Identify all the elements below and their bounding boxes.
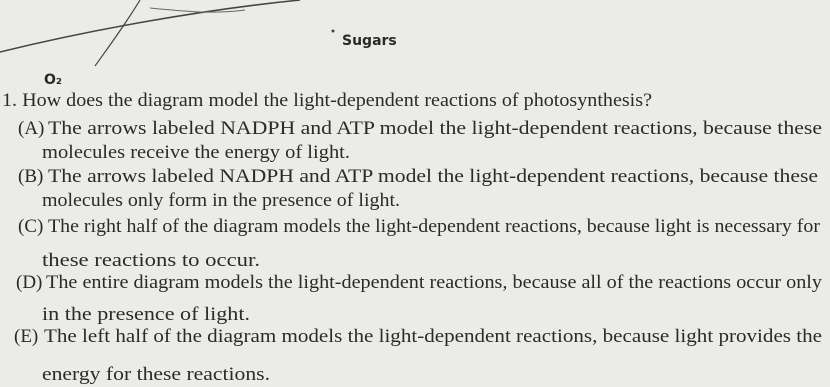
diagram-arrow: [149, 7, 246, 13]
option-text: The right half of the diagram models the…: [48, 216, 821, 237]
option-text: The arrows labeled NADPH and ATP model t…: [48, 166, 818, 187]
diagram-dot: [331, 29, 335, 33]
option-letter: (B): [18, 166, 43, 187]
option-letter: (D): [16, 272, 42, 293]
option-text: The left half of the diagram models the …: [44, 326, 822, 347]
diagram-curve: [0, 0, 301, 53]
option-text: The entire diagram models the light-depe…: [46, 272, 823, 293]
option-text: in the presence of light.: [42, 304, 250, 325]
option-text: molecules only form in the presence of l…: [42, 190, 400, 211]
option-letter: (E): [14, 326, 38, 347]
diagram-label: O₂: [44, 72, 62, 88]
option-letter: (A): [18, 118, 44, 139]
option-letter: (C): [18, 216, 43, 237]
option-text: The arrows labeled NADPH and ATP model t…: [48, 118, 822, 139]
option-text: energy for these reactions.: [42, 364, 270, 385]
option-text: these reactions to occur.: [42, 250, 260, 271]
diagram-arrow: [94, 0, 141, 67]
diagram-label: Sugars: [342, 33, 397, 49]
option-text: molecules receive the energy of light.: [42, 142, 350, 163]
question-text: 1. How does the diagram model the light-…: [2, 90, 652, 111]
